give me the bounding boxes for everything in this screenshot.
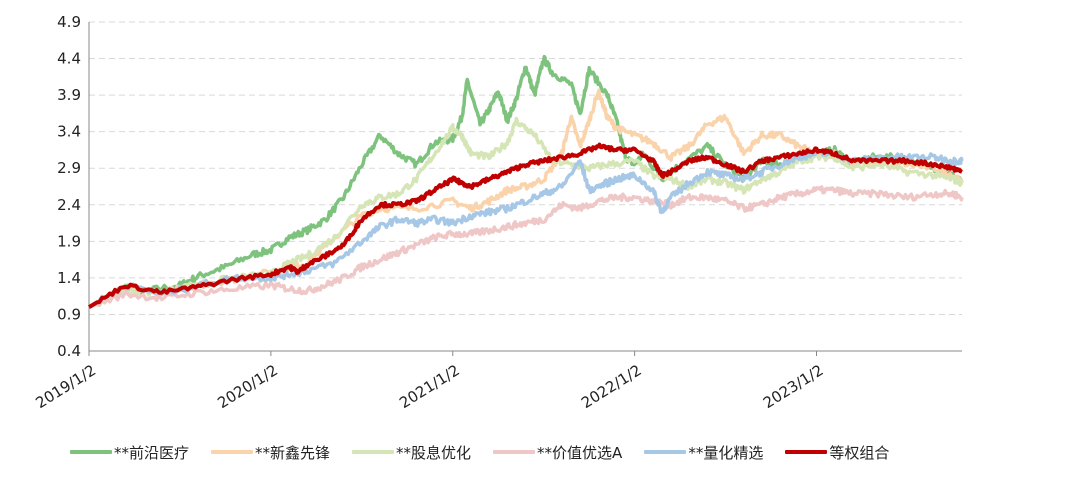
series-line-4: [88, 149, 964, 309]
legend-label: **量化精选: [688, 443, 764, 462]
series-line-3: [88, 185, 964, 309]
legend-label: **新鑫先锋: [255, 443, 331, 462]
y-tick-label: 1.4: [57, 269, 81, 287]
y-tick-label: 4.9: [57, 13, 81, 31]
legend-label: **价值优选A: [537, 443, 623, 462]
y-axis-ticks: 0.4 0.9 1.4 1.9 2.4 2.9 3.4 3.9 4.4 4.9: [57, 13, 81, 360]
legend-item: **股息优化: [352, 442, 471, 463]
legend-swatch: [211, 450, 254, 454]
legend-swatch: [493, 450, 536, 454]
line-chart: 0.40.91.41.92.42.93.43.94.44.9 2019/1/2 2…: [32, 13, 964, 412]
legend-label: **前沿医疗: [114, 443, 190, 462]
y-tick-label: 3.9: [57, 86, 81, 104]
series-lines: [88, 54, 964, 309]
series-line-2: [88, 116, 964, 309]
x-tick-label: 2019/1/2: [32, 361, 99, 412]
legend-swatch: [352, 450, 395, 454]
y-tick-label: 1.9: [57, 232, 81, 250]
y-tick-label: 3.4: [57, 123, 81, 141]
legend-swatch: [644, 450, 687, 454]
legend-label: 等权组合: [829, 443, 890, 462]
x-tick-label: 2020/1/2: [214, 361, 281, 412]
legend-item: **新鑫先锋: [211, 442, 330, 463]
legend-item: 等权组合: [785, 442, 889, 463]
y-tick-label: 4.4: [57, 50, 81, 68]
series-line-5: [88, 142, 964, 309]
legend-swatch: [70, 450, 112, 454]
legend-item: **量化精选: [644, 442, 763, 463]
series-line-0: [88, 54, 963, 309]
x-tick-label: 2021/1/2: [396, 361, 463, 412]
x-tick-label: 2022/1/2: [578, 361, 645, 412]
y-tick-label: 2.9: [57, 159, 81, 177]
y-tick-label: 0.9: [57, 305, 81, 323]
legend-item: **前沿医疗: [70, 442, 189, 463]
x-axis-ticks: 2019/1/2 2020/1/2 2021/1/2 2022/1/2 2023/1/2: [32, 351, 827, 412]
legend: **前沿医疗 **新鑫先锋 **股息优化 **价值优选A **量化精选 等权组合: [70, 440, 911, 464]
legend-swatch: [785, 450, 828, 454]
legend-label: **股息优化: [396, 443, 472, 462]
y-tick-label: 2.4: [57, 196, 81, 214]
legend-item: **价值优选A: [493, 442, 622, 463]
y-tick-label: 0.4: [57, 342, 81, 360]
series-line-1: [88, 88, 964, 309]
x-tick-label: 2023/1/2: [760, 361, 827, 412]
